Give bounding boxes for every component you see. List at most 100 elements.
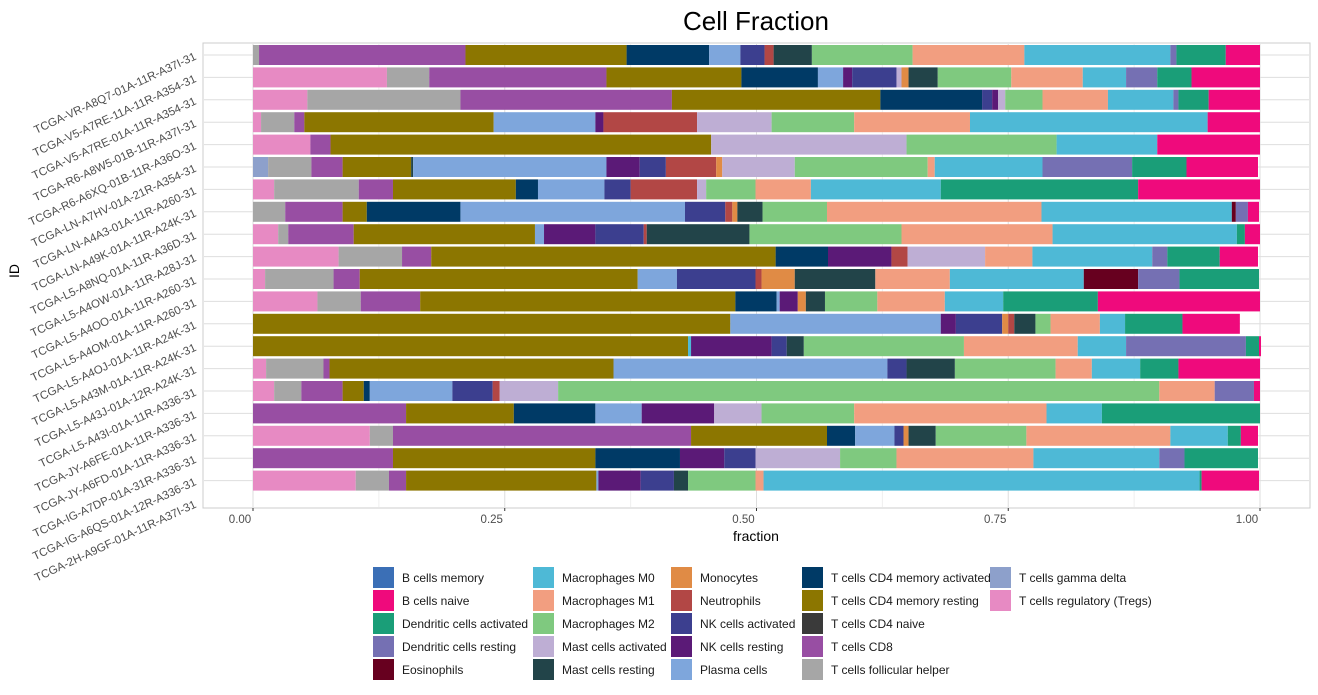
- sample-bar: TCGA-L5-A8NQ-01A-11R-A36D-31 — T cells r…: [253, 224, 1260, 245]
- bar-segment: TCGA-V5-A7RE-01A-11R-A354-31 — Macrophag…: [1005, 89, 1043, 110]
- bar-segment: TCGA-L5-A4OM-01A-11R-A260-31 — Plasma ce…: [776, 291, 780, 312]
- bar-segment: TCGA-JY-A6FD-01A-11R-A336-31 — Macrophag…: [1026, 425, 1171, 446]
- bar-segment: TCGA-IG-A7DP-01A-31R-A336-31 — T cells C…: [595, 448, 680, 469]
- bar-segment: TCGA-LN-A49K-01A-11R-A24K-31 — Neutrophi…: [725, 201, 733, 222]
- sample-bar: TCGA-IG-A6QS-01A-12R-A336-31 — T cells r…: [253, 470, 1259, 491]
- bar-segment: TCGA-JY-A6FE-01A-11R-A336-31 — T cells C…: [513, 403, 596, 424]
- bar-segment: TCGA-VR-A8Q7-01A-11R-A37I-31 — NK cells …: [740, 45, 765, 65]
- legend-item: T cells CD8: [802, 636, 893, 657]
- bar-segment: TCGA-IG-A6QS-01A-12R-A336-31 — Macrophag…: [688, 470, 756, 491]
- bar-segment: TCGA-L5-A4OO-01A-11R-A260-31 — Neutrophi…: [755, 269, 762, 289]
- x-tick-label: 0.00: [229, 514, 251, 526]
- bar-segment: TCGA-R6-A8W5-01B-11R-A37I-31 — T cells C…: [294, 112, 305, 133]
- legend-swatch: [373, 567, 394, 588]
- bar-segment: TCGA-L5-A43J-01A-12R-A24K-31 — Plasma ce…: [613, 358, 888, 379]
- bar-segment: TCGA-L5-A4OJ-01A-11R-A24K-31 — Neutrophi…: [1008, 313, 1015, 334]
- bar-segment: TCGA-VR-A8Q7-01A-11R-A37I-31 — T cells C…: [259, 45, 466, 65]
- bar-segment: TCGA-L5-A4OM-01A-11R-A260-31 — T cells C…: [360, 291, 421, 312]
- bar-segment: TCGA-JY-A6FD-01A-11R-A336-31 — B cells n…: [1240, 425, 1258, 446]
- bar-segment: TCGA-V5-A7RE-11A-11R-A354-31 — T cells C…: [429, 67, 607, 88]
- sample-bar: TCGA-V5-A7RE-11A-11R-A354-31 — T cells r…: [253, 67, 1260, 88]
- bar-segment: TCGA-LN-A4A3-01A-11R-A260-31 — Macrophag…: [706, 179, 756, 200]
- bar-segment: TCGA-LN-A4A3-01A-11R-A260-31 — B cells n…: [1138, 179, 1260, 200]
- legend-swatch: [533, 567, 554, 588]
- legend-label: Plasma cells: [700, 663, 767, 677]
- bar-segment: TCGA-V5-A7RE-01A-11R-A354-31 — T cells C…: [880, 89, 983, 110]
- bar-segment: TCGA-V5-A7RE-01A-11R-A354-31 — T cells C…: [671, 89, 881, 110]
- bar-segment: TCGA-V5-A7RE-01A-11R-A354-31 — B cells n…: [1208, 89, 1260, 110]
- bar-segment: TCGA-JY-A6FE-01A-11R-A336-31 — NK cells …: [641, 403, 715, 424]
- bar-segment: TCGA-L5-A4OM-01A-11R-A260-31 — Macrophag…: [944, 291, 1004, 312]
- bar-segment: TCGA-L5-A4OJ-01A-11R-A24K-31 — NK cells …: [940, 313, 956, 334]
- legend-item: Dendritic cells resting: [373, 636, 516, 657]
- legend-item: Mast cells resting: [533, 659, 655, 680]
- legend-item: Macrophages M0: [533, 567, 655, 588]
- bar-segment: TCGA-L5-A43J-01A-12R-A24K-31 — B cells n…: [1178, 358, 1260, 379]
- bar-segment: TCGA-L5-A43M-01A-11R-A24K-31 — NK cells …: [691, 336, 772, 357]
- bar-segment: TCGA-R6-A8W5-01B-11R-A37I-31 — T cells f…: [261, 112, 295, 133]
- legend-label: B cells naive: [402, 594, 470, 608]
- sample-bar: TCGA-IG-A7DP-01A-31R-A336-31 — T cells C…: [253, 448, 1258, 469]
- sample-bar: TCGA-L5-A43J-01A-12R-A24K-31 — T cells r…: [253, 358, 1260, 379]
- bar-segment: TCGA-JY-A6FD-01A-11R-A336-31 — Monocytes…: [903, 425, 909, 446]
- bar-segment: TCGA-LN-A7HV-01A-21R-A354-31 — T cells C…: [311, 157, 343, 177]
- bar-segment: TCGA-L5-A43I-01A-11R-A36-31 — Neutrophil…: [492, 381, 500, 401]
- bar-segment: TCGA-V5-A7RE-11A-11R-A354-31 — NK cells …: [852, 67, 897, 88]
- bar-segment: TCGA-V5-A7RE-01A-11R-A354-31 — Mast cell…: [998, 89, 1006, 110]
- legend-item: T cells gamma delta: [990, 567, 1126, 588]
- bar-segment: TCGA-IG-A7DP-01A-31R-A336-31 — NK cells …: [724, 448, 756, 469]
- bar-segment: TCGA-L5-A43M-01A-11R-A24K-31 — Macrophag…: [1077, 336, 1127, 357]
- bar-segment: TCGA-V5-A7RE-11A-11R-A354-31 — Macrophag…: [1082, 67, 1127, 88]
- bar-segment: TCGA-L5-A43M-01A-11R-A24K-31 — NK cells …: [771, 336, 787, 357]
- bar-segment: TCGA-L5-A43M-01A-11R-A24K-31 — Dendritic…: [1126, 336, 1246, 357]
- bar-segment: TCGA-VR-A8Q7-01A-11R-A37I-31 — T cells C…: [626, 45, 710, 65]
- bar-segment: TCGA-LN-A49K-01A-11R-A24K-31 — B cells n…: [1247, 201, 1259, 222]
- bar-segment: TCGA-R6-A6XQ-01B-11R-A36O-31 — T cells C…: [310, 134, 331, 155]
- bar-segment: TCGA-LN-A7HV-01A-21R-A354-31 — T cells g…: [253, 157, 269, 177]
- bar-segment: TCGA-R6-A6XQ-01B-11R-A36O-31 — B cells n…: [1157, 134, 1260, 155]
- bar-segment: TCGA-L5-A4OO-01A-11R-A260-31 — T cells r…: [253, 269, 266, 289]
- bar-segment: TCGA-LN-A4A3-01A-11R-A260-31 — T cells r…: [253, 179, 275, 200]
- bar-segment: TCGA-L5-A8NQ-01A-11R-A36D-31 — Neutrophi…: [643, 224, 647, 245]
- bar-segment: TCGA-IG-A6QS-01A-12R-A336-31 — NK cells …: [640, 470, 674, 491]
- legend-swatch: [533, 613, 554, 634]
- bar-segment: TCGA-IG-A6QS-01A-12R-A336-31 — T cells f…: [355, 470, 389, 491]
- bar-segment: TCGA-L5-A8NQ-01A-11R-A36D-31 — NK cells …: [595, 224, 644, 245]
- y-axis-label: ID: [6, 264, 22, 278]
- bar-segment: TCGA-R6-A8W5-01B-11R-A37I-31 — Mast cell…: [697, 112, 772, 133]
- bar-segment: TCGA-L5-A43I-01A-11R-A36-31 — T cells CD…: [363, 381, 370, 401]
- bar-segment: TCGA-L5-A4OM-01A-11R-A260-31 — Monocytes…: [797, 291, 806, 312]
- bar-segment: TCGA-LN-A4A3-01A-11R-A260-31 — Macrophag…: [810, 179, 941, 200]
- bar-segment: TCGA-L5-A4OM-01A-11R-A260-31 — B cells n…: [1097, 291, 1260, 312]
- bar-segment: TCGA-L5-A4OJ-01A-11R-A24K-31 — B cells n…: [1182, 313, 1240, 334]
- sample-bar: TCGA-LN-A7HV-01A-21R-A354-31 — T cells g…: [253, 157, 1258, 177]
- bar-segment: TCGA-V5-A7RE-11A-11R-A354-31 — Macrophag…: [1011, 67, 1083, 88]
- bar-segment: TCGA-L5-A43J-01A-12R-A24K-31 — Mast cell…: [906, 358, 955, 379]
- bar-segment: TCGA-L5-A43I-01A-11R-A36-31 — Dendritic …: [1214, 381, 1254, 401]
- legend-item: T cells regulatory (Tregs): [990, 590, 1152, 611]
- bar-segment: TCGA-IG-A7DP-01A-31R-A336-31 — Mast cell…: [755, 448, 841, 469]
- bar-segment: TCGA-VR-A8Q7-01A-11R-A37I-31 — Dendritic…: [1176, 45, 1226, 65]
- legend-label: Macrophages M1: [562, 594, 655, 608]
- bar-segment: TCGA-LN-A4A3-01A-11R-A260-31 — Dendritic…: [940, 179, 1139, 200]
- bar-segment: TCGA-L5-A4OM-01A-11R-A260-31 — Macrophag…: [877, 291, 945, 312]
- legend-item: Plasma cells: [671, 659, 767, 680]
- bar-segment: TCGA-R6-A8W5-01B-11R-A37I-31 — T cells C…: [304, 112, 494, 133]
- bar-segment: TCGA-R6-A8W5-01B-11R-A37I-31 — Macrophag…: [969, 112, 1208, 133]
- legend-label: Dendritic cells activated: [402, 617, 528, 631]
- bar-segment: TCGA-L5-A43M-01A-11R-A24K-31 — Dendritic…: [1245, 336, 1259, 357]
- bar-segment: TCGA-L5-A43J-01A-12R-A24K-31 — T cells C…: [323, 358, 330, 379]
- bar-segment: TCGA-L5-A4OW-01A-11R-A28J-31 — Macrophag…: [1032, 246, 1153, 267]
- bar-segment: TCGA-IG-A6QS-01A-12R-A336-31 — Plasma ce…: [596, 470, 599, 491]
- bar-segment: TCGA-VR-A8Q7-01A-11R-A37I-31 — Dendritic…: [1170, 45, 1177, 65]
- bar-segment: TCGA-L5-A43M-01A-11R-A24K-31 — Macrophag…: [803, 336, 964, 357]
- bar-segment: TCGA-JY-A6FE-01A-11R-A336-31 — Macrophag…: [761, 403, 855, 424]
- bar-segment: TCGA-VR-A8Q7-01A-11R-A37I-31 — T cells C…: [465, 45, 627, 65]
- x-axis-label: fraction: [733, 528, 779, 544]
- bar-segment: TCGA-L5-A4OW-01A-11R-A28J-31 — NK cells …: [827, 246, 892, 267]
- bar-segment: TCGA-L5-A8NQ-01A-11R-A36D-31 — Plasma ce…: [534, 224, 545, 245]
- bar-segment: TCGA-L5-A4OM-01A-11R-A260-31 — T cells r…: [253, 291, 318, 312]
- bar-segment: TCGA-IG-A6QS-01A-12R-A336-31 — Macrophag…: [755, 470, 764, 491]
- bar-segment: TCGA-LN-A49K-01A-11R-A24K-31 — Mast cell…: [737, 201, 763, 222]
- bar-segment: TCGA-L5-A43M-01A-11R-A24K-31 — Mast cell…: [786, 336, 804, 357]
